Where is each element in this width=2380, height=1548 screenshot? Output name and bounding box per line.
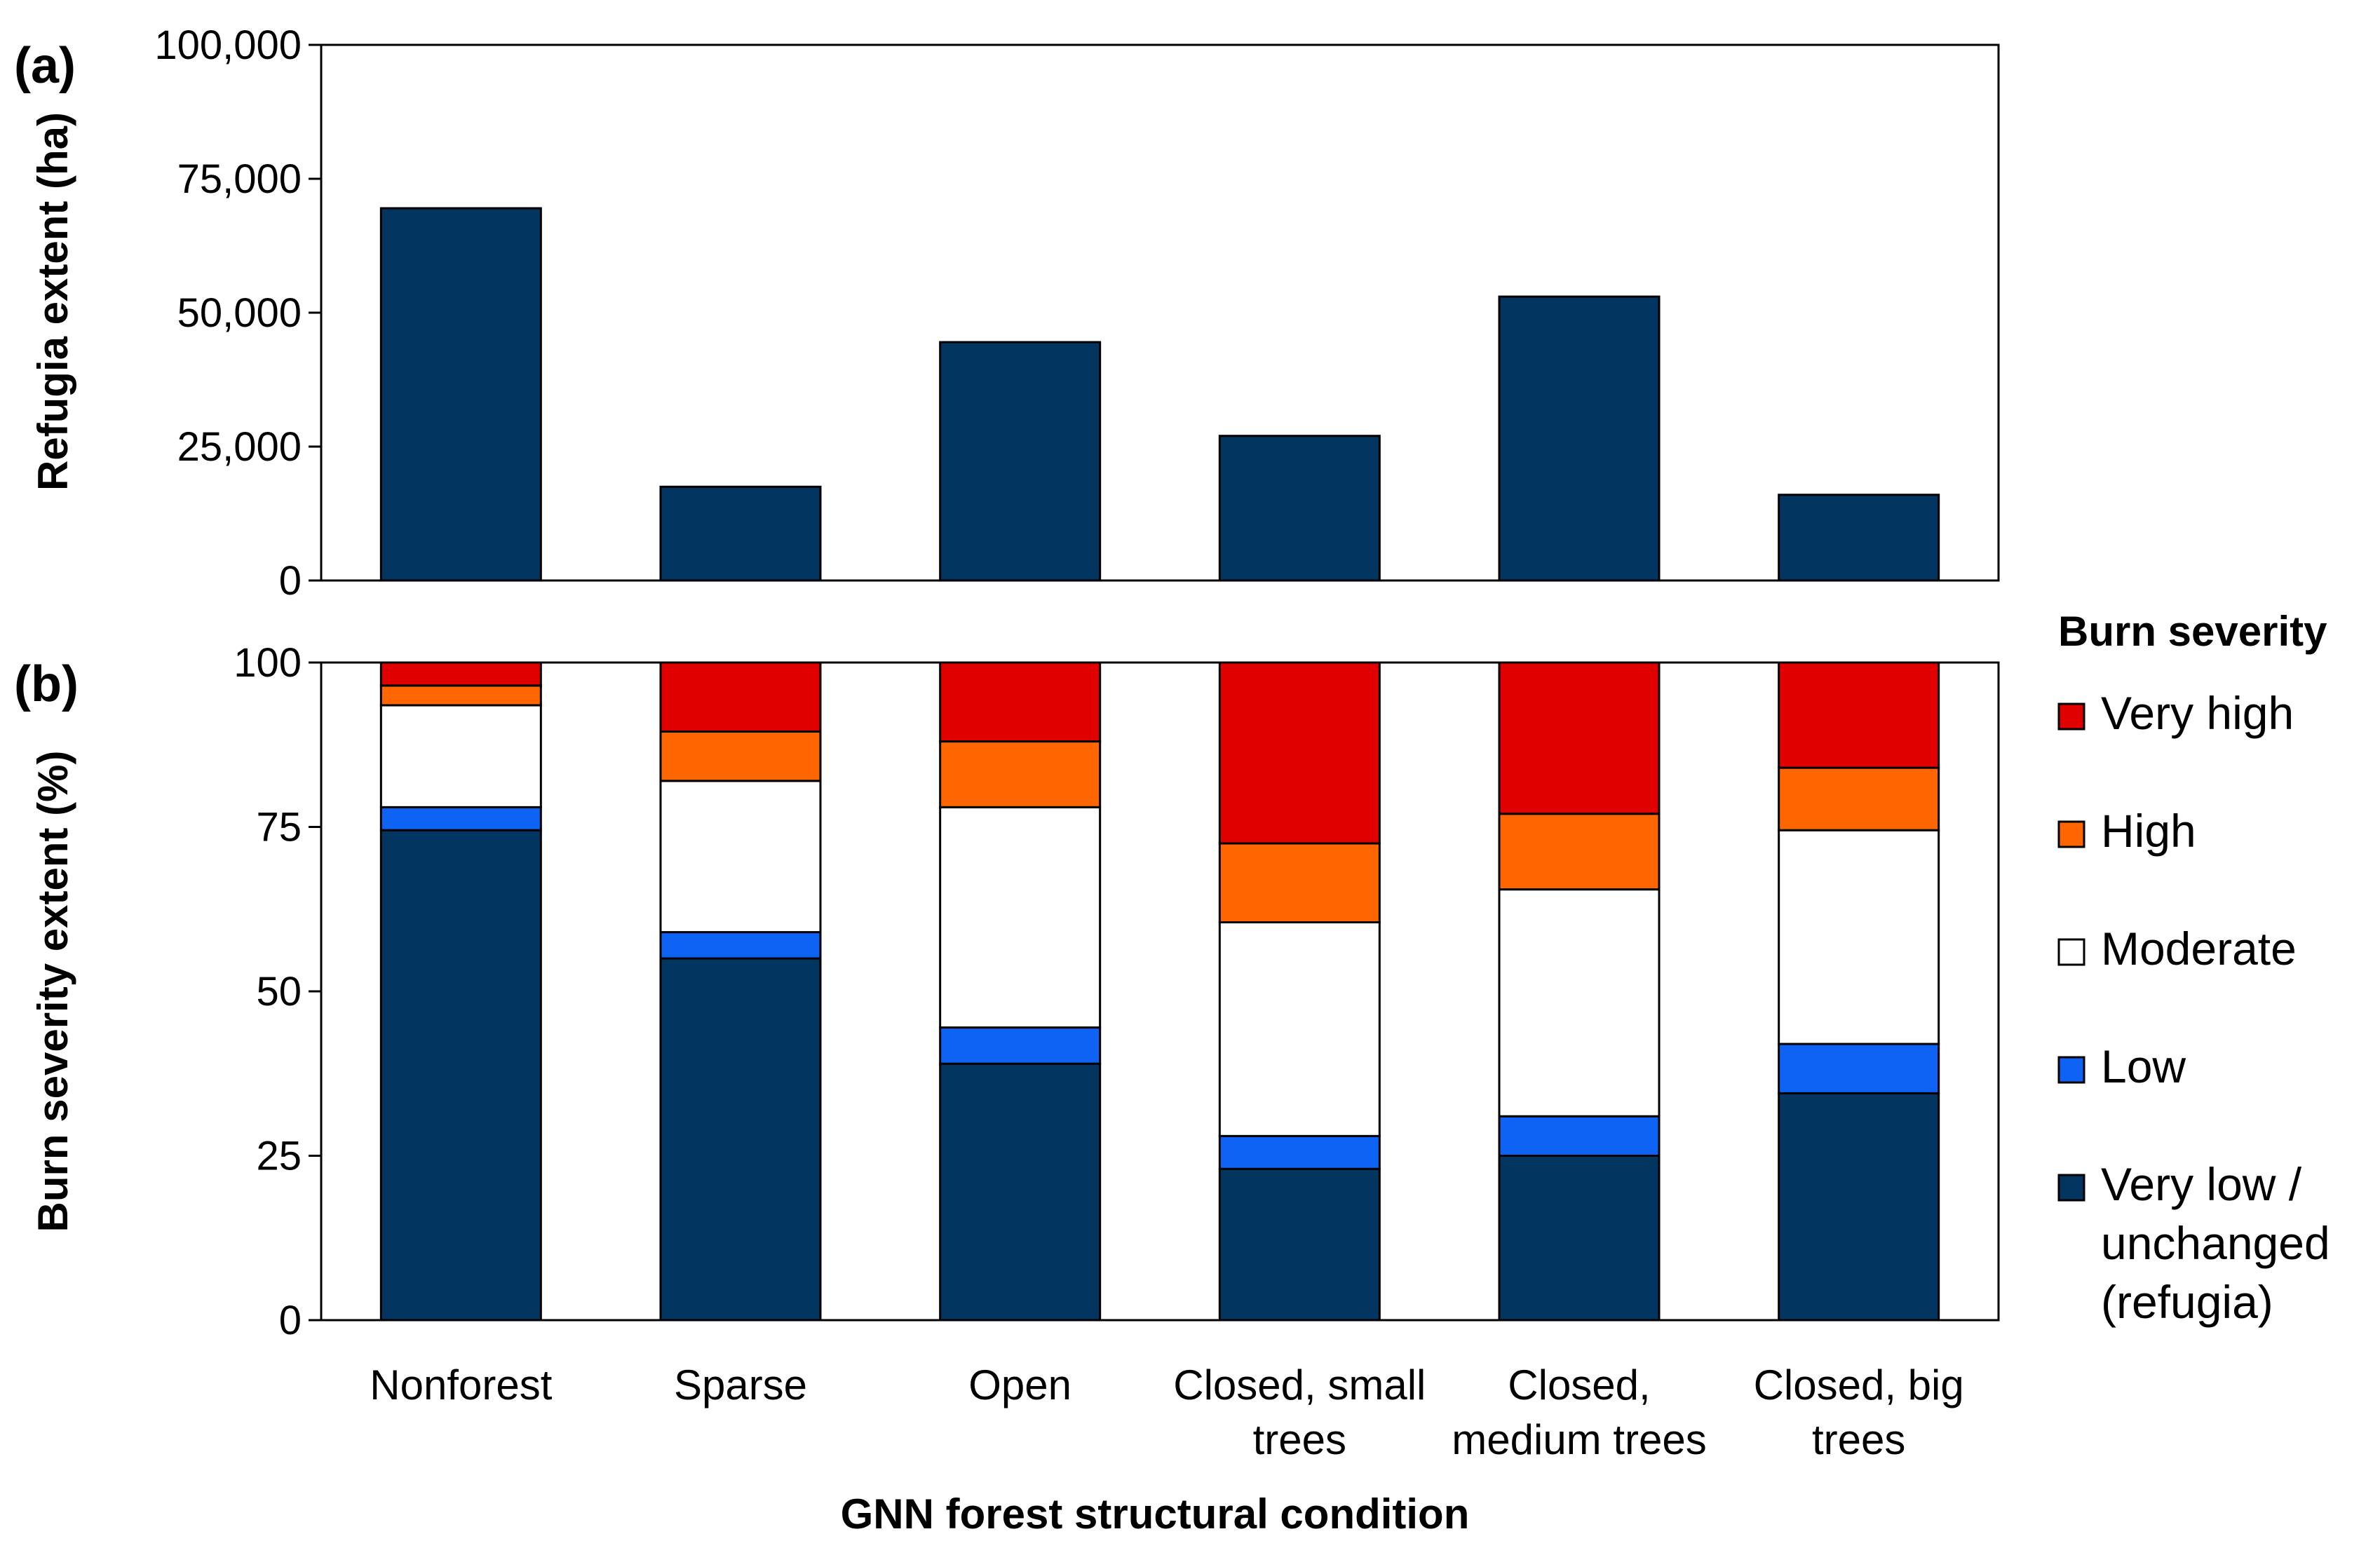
severity-segment-very-low-unchanged-refugia-sparse (659, 957, 822, 1322)
panel-a-frame (320, 43, 2000, 582)
panel-b-y-tick-label: 100 (234, 640, 302, 686)
legend-swatch-high (2057, 820, 2085, 848)
panel-b-y-tick-label: 75 (256, 805, 302, 850)
legend-label: (refugia) (2101, 1276, 2273, 1328)
severity-segment-very-high-closed-medium-trees (1498, 661, 1661, 815)
severity-segment-very-high-closed-small-trees (1218, 661, 1381, 845)
severity-segment-low-closed-small-trees (1218, 1134, 1381, 1170)
severity-segment-moderate-nonforest (379, 704, 542, 808)
x-category-label: Sparse (674, 1362, 807, 1408)
severity-segment-high-closed-medium-trees (1498, 813, 1661, 891)
severity-segment-very-low-unchanged-refugia-closed-small-trees (1218, 1167, 1381, 1322)
x-category-label: trees (1812, 1416, 1905, 1463)
panel-a-y-tick-label: 50,000 (177, 290, 302, 336)
panel-b-y-axis-title: Burn severity extent (%) (29, 751, 76, 1233)
burn-severity-legend: Burn severity Very high High Moderate Low Ve… (2057, 608, 2330, 1328)
panel-b-plot-area: 0 25 50 75 100 Nonforest Sparse Open Closed, sma… (234, 640, 2000, 1463)
panel-a-y-tick-label: 0 (279, 558, 302, 604)
panel-b-frame (320, 661, 2000, 1322)
legend-swatch-very-low-unchanged-refugia (2057, 1174, 2085, 1202)
x-category-label: Open (968, 1362, 1071, 1408)
panel-a-y-tick-label: 25,000 (177, 424, 302, 470)
legend-swatch-moderate (2057, 938, 2085, 966)
panel-a-label: (a) (14, 38, 76, 94)
x-category-label: Nonforest (370, 1362, 552, 1408)
panel-b-label: (b) (14, 656, 79, 712)
refugia-bar-open (939, 341, 1102, 582)
severity-segment-high-closed-small-trees (1218, 842, 1381, 924)
panel-a-y-tick-label: 75,000 (177, 156, 302, 202)
legend-label: unchanged (2101, 1217, 2330, 1269)
legend-label: Low (2101, 1040, 2186, 1092)
legend-label: Very low / (2101, 1158, 2302, 1210)
legend-label: Very high (2101, 687, 2294, 739)
legend-label: High (2101, 805, 2196, 857)
severity-segment-very-low-unchanged-refugia-open (939, 1062, 1102, 1322)
panel-a-y-tick-label: 100,000 (154, 22, 302, 68)
refugia-bar-nonforest (379, 207, 542, 582)
severity-segment-moderate-open (939, 806, 1102, 1029)
panel-a-refugia-extent: (a) 0 25,000 50,000 75,000 100,000 Refugia e… (14, 22, 2000, 604)
refugia-bar-closed-medium-trees (1498, 295, 1661, 582)
x-category-label: medium trees (1452, 1416, 1706, 1463)
severity-segment-very-high-closed-big-trees (1778, 661, 1940, 769)
panel-b-y-tick-label: 50 (256, 969, 302, 1014)
panel-b-x-axis-title: GNN forest structural condition (841, 1491, 1470, 1537)
severity-segment-very-low-unchanged-refugia-closed-medium-trees (1498, 1155, 1661, 1322)
severity-segment-very-high-sparse (659, 661, 822, 733)
panel-b-burn-severity: (b) 0 25 50 75 100 Nonforest Sparse Open Closed,… (14, 608, 2330, 1537)
refugia-bar-closed-big-trees (1778, 494, 1940, 582)
legend-swatch-very-high (2057, 702, 2085, 731)
severity-segment-low-sparse (659, 931, 822, 960)
legend-label: Moderate (2101, 923, 2297, 975)
refugia-bar-closed-small-trees (1218, 435, 1381, 582)
severity-segment-very-high-open (939, 661, 1102, 743)
panel-b-y-tick-label: 0 (279, 1298, 302, 1343)
severity-segment-moderate-closed-medium-trees (1498, 888, 1661, 1118)
severity-segment-low-closed-big-trees (1778, 1043, 1940, 1094)
severity-segment-high-open (939, 740, 1102, 808)
panel-b-y-tick-label: 25 (256, 1134, 302, 1179)
x-category-label: Closed, big (1754, 1362, 1964, 1408)
severity-segment-low-closed-medium-trees (1498, 1115, 1661, 1157)
x-category-label: Closed, (1508, 1362, 1650, 1408)
severity-segment-high-nonforest (379, 684, 542, 707)
panel-a-y-axis-title: Refugia extent (ha) (29, 112, 76, 491)
severity-segment-moderate-closed-big-trees (1778, 829, 1940, 1045)
refugia-bar-sparse (659, 485, 822, 582)
severity-segment-very-low-unchanged-refugia-closed-big-trees (1778, 1092, 1940, 1322)
severity-segment-high-closed-big-trees (1778, 766, 1940, 831)
severity-segment-low-nonforest (379, 806, 542, 831)
severity-segment-high-sparse (659, 730, 822, 782)
severity-segment-low-open (939, 1026, 1102, 1065)
severity-segment-very-low-unchanged-refugia-nonforest (379, 829, 542, 1322)
legend-title: Burn severity (2058, 608, 2327, 655)
severity-segment-moderate-sparse (659, 780, 822, 934)
x-category-label: Closed, small (1173, 1362, 1426, 1408)
severity-segment-very-high-nonforest (379, 661, 542, 687)
panel-a-plot-area: 0 25,000 50,000 75,000 100,000 (154, 22, 2000, 604)
x-category-label: trees (1253, 1416, 1346, 1463)
legend-swatch-low (2057, 1056, 2085, 1084)
severity-segment-moderate-closed-small-trees (1218, 921, 1381, 1137)
